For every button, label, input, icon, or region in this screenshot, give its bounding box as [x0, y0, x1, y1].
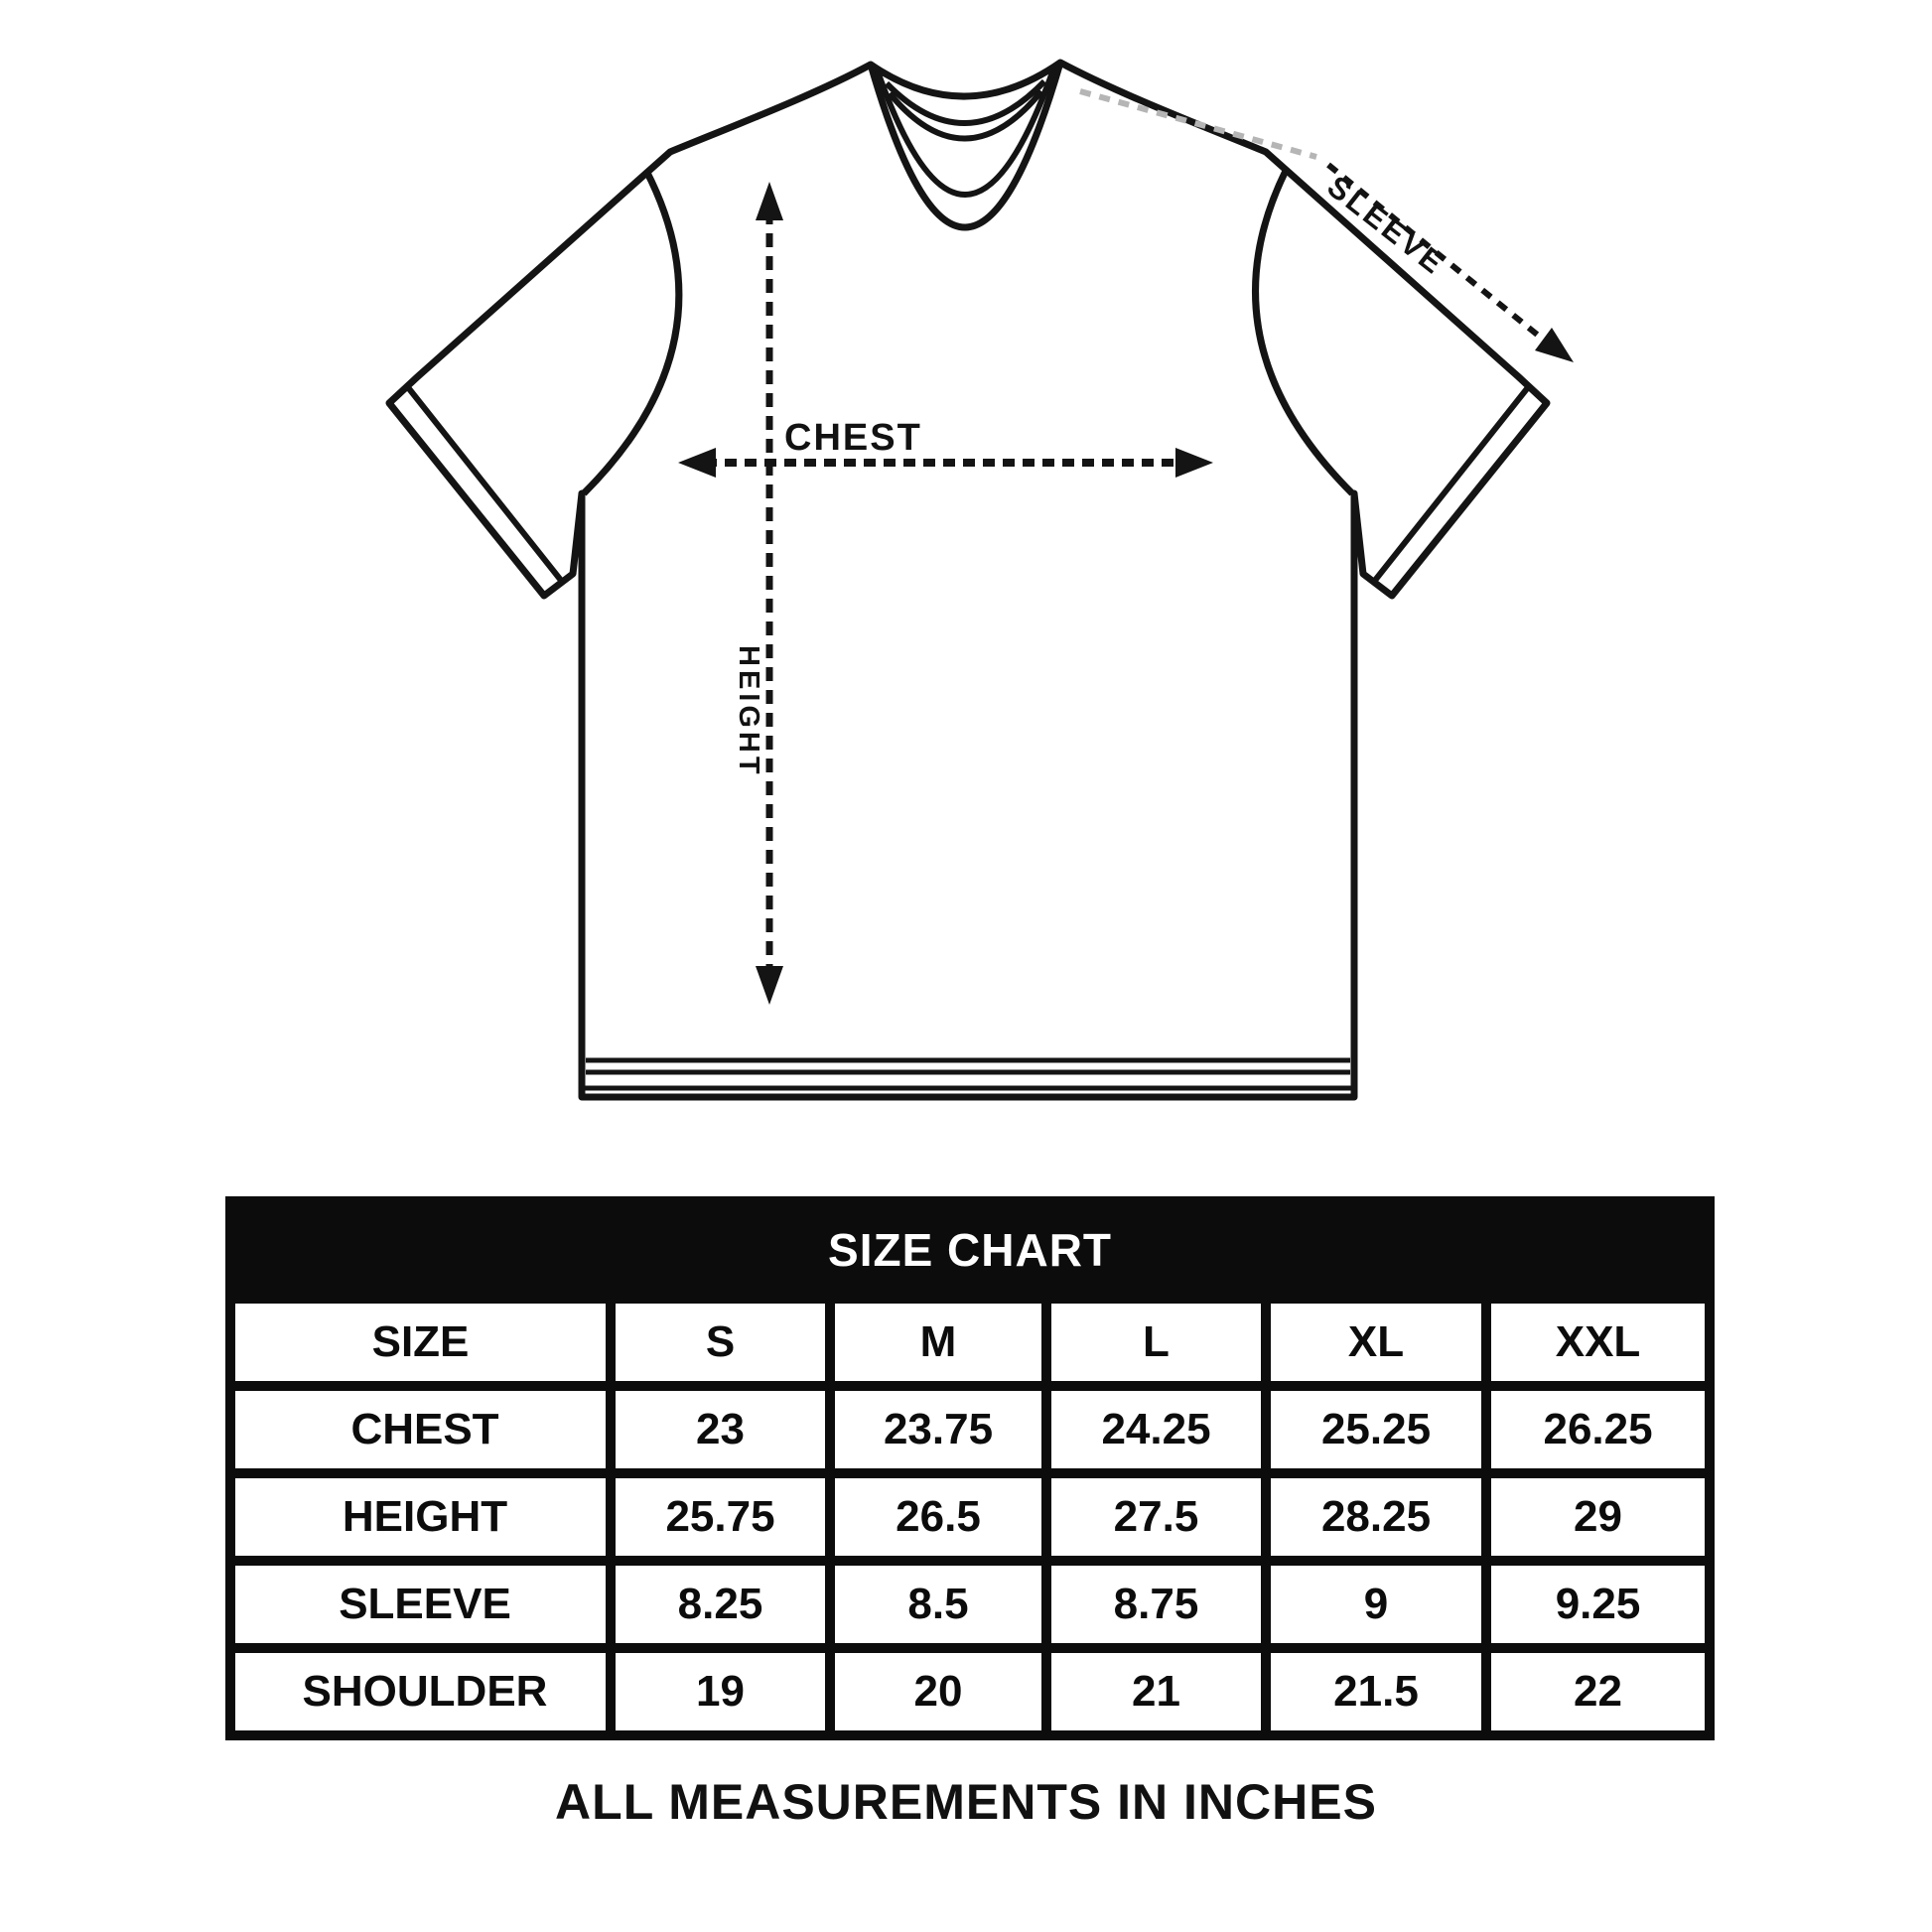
- chest-arrow: [678, 448, 1213, 478]
- row-label-sleeve: SLEEVE: [225, 1556, 616, 1653]
- value-cell: 9: [1261, 1556, 1491, 1653]
- sleeve-arrow: [1079, 88, 1574, 362]
- table-row-chest: CHEST 23 23.75 24.25 25.25 26.25: [225, 1381, 1716, 1478]
- value-cell: 26.25: [1480, 1381, 1716, 1478]
- measurements-note: ALL MEASUREMENTS IN INCHES: [555, 1774, 1377, 1830]
- value-cell: 19: [606, 1643, 835, 1740]
- left-cuff-stitch-line: [404, 384, 566, 585]
- column-header-l: L: [1041, 1294, 1271, 1391]
- value-cell: 21: [1041, 1643, 1271, 1740]
- value-cell: 24.25: [1041, 1381, 1271, 1478]
- table-row-height: HEIGHT 25.75 26.5 27.5 28.25 29: [225, 1468, 1716, 1566]
- height-label: HEIGHT: [733, 645, 764, 778]
- value-cell: 20: [825, 1643, 1051, 1740]
- column-header-xxl: XXL: [1480, 1294, 1716, 1391]
- collar-rib-arc-2: [887, 89, 1044, 142]
- right-armhole-seam: [1252, 169, 1355, 496]
- collar-outer-arc: [867, 62, 1064, 231]
- table-row-sleeve: SLEEVE 8.25 8.5 8.75 9 9.25: [225, 1556, 1716, 1653]
- height-arrow: [756, 182, 783, 1005]
- value-cell: 25.25: [1261, 1381, 1491, 1478]
- value-cell: 8.75: [1041, 1556, 1271, 1653]
- size-chart-table: SIZE CHART SIZE S M L XL XXL CHEST 23 23…: [224, 1196, 1716, 1740]
- row-label-shoulder: SHOULDER: [225, 1643, 616, 1740]
- value-cell: 29: [1480, 1468, 1716, 1566]
- value-cell: 25.75: [606, 1468, 835, 1566]
- value-cell: 8.5: [825, 1556, 1051, 1653]
- right-cuff-stitch-line: [1370, 384, 1532, 585]
- column-header-s: S: [606, 1294, 835, 1391]
- left-armhole-seam: [581, 169, 683, 496]
- column-header-size: SIZE: [225, 1294, 616, 1391]
- tshirt-outline-drawing: [385, 59, 1574, 1101]
- value-cell: 9.25: [1480, 1556, 1716, 1653]
- value-cell: 28.25: [1261, 1468, 1491, 1566]
- tshirt-measurement-diagram: CHEST HEIGHT SLEEVE: [385, 59, 1574, 1101]
- collar-opening-arc: [875, 68, 1056, 198]
- size-chart-title: SIZE CHART: [224, 1196, 1716, 1304]
- collar-rib-arc-1: [884, 78, 1047, 126]
- row-label-chest: CHEST: [225, 1381, 616, 1478]
- chest-label: CHEST: [784, 417, 922, 459]
- value-cell: 23.75: [825, 1381, 1051, 1478]
- table-row-shoulder: SHOULDER 19 20 21 21.5 22: [225, 1643, 1716, 1740]
- row-label-height: HEIGHT: [225, 1468, 616, 1566]
- column-header-m: M: [825, 1294, 1051, 1391]
- value-cell: 27.5: [1041, 1468, 1271, 1566]
- value-cell: 26.5: [825, 1468, 1051, 1566]
- column-header-xl: XL: [1261, 1294, 1491, 1391]
- value-cell: 22: [1480, 1643, 1716, 1740]
- value-cell: 23: [606, 1381, 835, 1478]
- value-cell: 8.25: [606, 1556, 835, 1653]
- value-cell: 21.5: [1261, 1643, 1491, 1740]
